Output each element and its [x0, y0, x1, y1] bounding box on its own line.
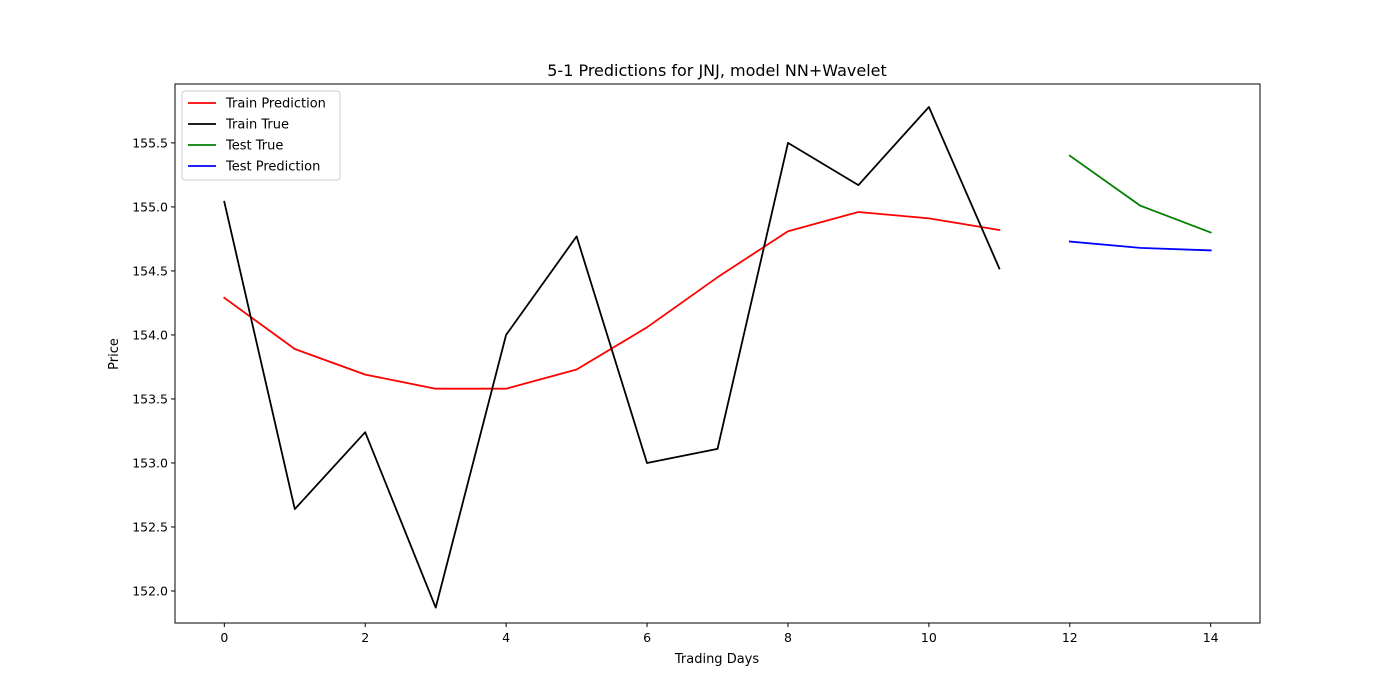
series-line-test-prediction	[1068, 240, 1212, 252]
y-tick-label: 152.0	[132, 583, 168, 598]
x-axis-ticks: 0 2 4 6 8 10 12 14	[220, 623, 1219, 645]
y-tick-label: 153.5	[132, 391, 168, 406]
x-tick-label: 2	[361, 630, 369, 645]
x-tick-label: 0	[220, 630, 228, 645]
x-tick-label: 6	[643, 630, 651, 645]
x-axis-label: Trading Days	[674, 652, 759, 667]
x-tick-label: 10	[921, 630, 937, 645]
legend-box	[181, 90, 341, 181]
chart-title: 5-1 Predictions for JNJ, model NN+Wavele…	[547, 61, 887, 80]
x-tick-label: 14	[1203, 630, 1219, 645]
y-axis-ticks: 152.0 152.5 153.0 153.5 154.0 154.5 155.0 155.5	[132, 135, 175, 598]
y-tick-label: 155.0	[132, 199, 168, 214]
legend-label-train-prediction: Train Prediction	[225, 97, 326, 112]
y-tick-label: 153.0	[132, 455, 168, 470]
plot-frame	[174, 83, 1261, 624]
x-tick-label: 4	[502, 630, 510, 645]
y-axis-label: Price	[107, 338, 122, 370]
x-tick-label: 8	[784, 630, 792, 645]
legend-label-train-true: Train True	[225, 118, 289, 133]
y-tick-label: 152.5	[132, 519, 168, 534]
series-line-test-true	[1068, 154, 1212, 234]
series-line-train-true	[223, 106, 1001, 609]
y-tick-label: 154.5	[132, 263, 168, 278]
legend-label-test-prediction: Test Prediction	[225, 160, 320, 175]
y-tick-label: 155.5	[132, 135, 168, 150]
legend: Train Prediction Train True Test True Test …	[181, 90, 341, 181]
legend-label-test-true: Test True	[225, 139, 283, 154]
series-lines	[223, 106, 1212, 609]
y-tick-label: 154.0	[132, 327, 168, 342]
x-tick-label: 12	[1062, 630, 1078, 645]
